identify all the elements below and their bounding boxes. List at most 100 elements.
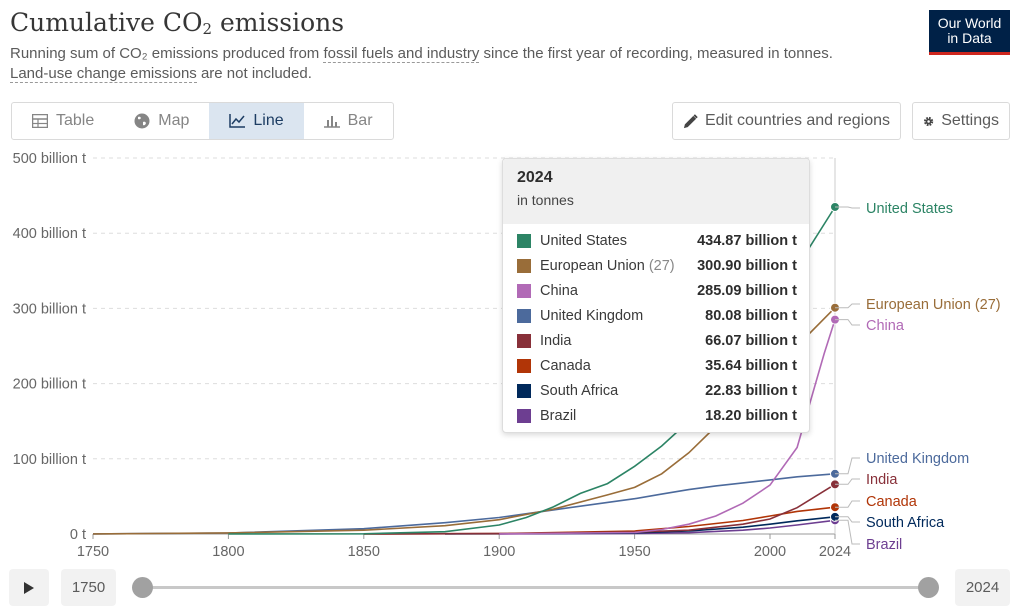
tooltip-row: Canada 35.64 billion t [517, 356, 797, 376]
timeline-end-handle[interactable] [918, 577, 939, 598]
title-end: emissions [212, 8, 345, 37]
tab-map[interactable]: Map [114, 103, 209, 139]
series-end-label: United Kingdom [866, 451, 969, 467]
subtitle-text-4: are not included. [196, 65, 312, 82]
chart-tabs: Table Map Line Bar [11, 102, 394, 140]
tooltip-entity-name: Canada [540, 358, 591, 374]
label-connector [835, 500, 860, 508]
x-tick-label: 1800 [212, 544, 244, 560]
tooltip-swatch [517, 409, 531, 423]
gear-icon [923, 116, 934, 126]
tooltip-row: European Union (27) 300.90 billion t [517, 256, 797, 276]
tab-table[interactable]: Table [12, 103, 114, 139]
tooltip: 2024 in tonnes United States 434.87 billi… [502, 158, 810, 433]
x-tick-label: 1950 [618, 544, 650, 560]
bar-chart-icon [323, 116, 340, 128]
tooltip-swatch [517, 384, 531, 398]
tab-table-label: Table [56, 112, 95, 129]
series-end-label: Brazil [866, 537, 902, 553]
tooltip-year: 2024 [517, 169, 553, 186]
globe-icon [134, 113, 150, 129]
tooltip-value: 22.83 billion t [705, 383, 797, 399]
tooltip-row: Brazil 18.20 billion t [517, 406, 797, 426]
series-end-label: Canada [866, 494, 918, 510]
fossil-fuels-link[interactable]: fossil fuels and industry [323, 45, 480, 63]
tooltip-value: 434.87 billion t [697, 233, 797, 249]
series-end-label: United States [866, 201, 953, 217]
settings-label: Settings [941, 112, 999, 129]
land-use-link[interactable]: Land-use change emissions [10, 65, 197, 83]
tab-line-label: Line [253, 112, 284, 129]
title-subscript: 2 [202, 20, 213, 38]
x-tick-label: 1850 [348, 544, 380, 560]
label-connector [835, 206, 860, 209]
x-tick-label: 2024 [819, 544, 851, 560]
tooltip-value: 285.09 billion t [697, 283, 797, 299]
tooltip-value: 300.90 billion t [697, 258, 797, 274]
tooltip-swatch [517, 334, 531, 348]
chart-subtitle: Running sum of CO₂ emissions produced fr… [10, 44, 910, 84]
tooltip-entity-name: European Union [540, 258, 645, 274]
tooltip-row: India 66.07 billion t [517, 331, 797, 351]
subtitle-text-2: emissions produced from [147, 45, 324, 62]
timeline-start-year: 1750 [61, 569, 116, 606]
edit-countries-label: Edit countries and regions [705, 112, 890, 129]
tooltip-entity-name: United Kingdom [540, 308, 644, 324]
series-line [92, 473, 836, 535]
label-connector [835, 457, 860, 475]
tooltip-swatch [517, 284, 531, 298]
x-tick-label: 2000 [754, 544, 786, 560]
y-tick-label: 400 billion t [13, 226, 86, 242]
series-end-label: South Africa [866, 515, 945, 531]
y-tick-label: 200 billion t [13, 377, 86, 393]
subtitle-text-3: since the first year of recording, measu… [479, 45, 833, 62]
y-tick-label: 500 billion t [13, 151, 86, 167]
series-line [499, 319, 836, 535]
settings-button[interactable]: Settings [912, 102, 1010, 140]
tooltip-entity-suffix: (27) [648, 258, 675, 274]
label-connector [835, 516, 860, 523]
tab-line[interactable]: Line [209, 103, 304, 139]
edit-countries-button[interactable]: Edit countries and regions [672, 102, 901, 140]
tab-bar-label: Bar [347, 112, 373, 129]
label-connector [835, 319, 860, 326]
subtitle-subscript: ₂ [141, 45, 148, 62]
series-lines [92, 201, 840, 535]
line-chart-icon [229, 114, 246, 128]
timeline-start-handle[interactable] [132, 577, 153, 598]
tooltip-swatch [517, 259, 531, 273]
tooltip-swatch [517, 234, 531, 248]
tooltip-swatch [517, 309, 531, 323]
pencil-icon [683, 113, 698, 128]
tooltip-value: 18.20 billion t [705, 408, 797, 424]
play-icon [24, 581, 34, 594]
tooltip-entity-name: United States [540, 233, 628, 249]
label-connector [835, 303, 860, 309]
tab-bar[interactable]: Bar [304, 103, 393, 139]
series-end-label: European Union (27) [866, 297, 1001, 313]
logo-line-2: in Data [947, 30, 992, 46]
tooltip-entity-name: South Africa [540, 383, 619, 399]
tooltip-swatch [517, 359, 531, 373]
chart-title: Cumulative CO2 emissions [10, 8, 344, 38]
tooltip-unit: in tonnes [517, 192, 574, 208]
subtitle-text-1: Running sum of CO [10, 45, 142, 62]
play-button[interactable] [9, 569, 49, 606]
logo-line-1: Our World [937, 15, 1002, 31]
tooltip-entity-name: Brazil [540, 408, 577, 424]
tooltip-row: United States 434.87 billion t [517, 231, 797, 251]
y-tick-label: 0 t [70, 527, 86, 543]
table-icon [32, 114, 48, 128]
tooltip-row: China 285.09 billion t [517, 281, 797, 301]
owid-logo[interactable]: Our World in Data [929, 10, 1010, 55]
tooltip-row: United Kingdom 80.08 billion t [517, 306, 797, 326]
tooltip-value: 66.07 billion t [705, 333, 797, 349]
label-connector [835, 519, 860, 545]
end-labels: United States European Union (27) China Uni… [835, 201, 1001, 553]
timeline-track[interactable] [143, 586, 929, 589]
timeline-end-year: 2024 [955, 569, 1010, 606]
tooltip-row: South Africa 22.83 billion t [517, 381, 797, 401]
y-tick-label: 100 billion t [13, 452, 86, 468]
title-main: Cumulative CO [10, 8, 203, 37]
series-end-label: China [866, 318, 905, 334]
